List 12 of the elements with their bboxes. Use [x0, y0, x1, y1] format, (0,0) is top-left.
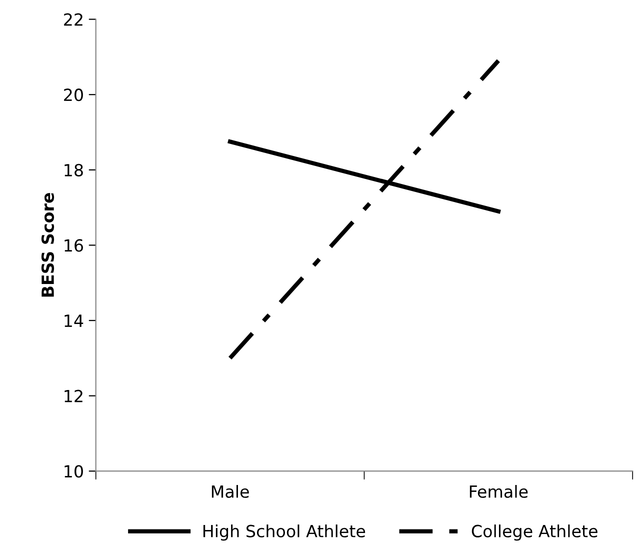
legend-label: College Athlete [472, 524, 598, 541]
x-tick-label: Female [470, 484, 528, 498]
y-tick-label: 18 [64, 164, 83, 176]
y-tick-label: 22 [64, 13, 82, 26]
y-tick-label: 16 [64, 239, 83, 252]
y-tick-label: 10 [64, 465, 83, 478]
y-tick-label: 20 [64, 88, 83, 102]
y-tick-label: 14 [64, 314, 84, 327]
y-axis-title: BESS Score [41, 193, 54, 297]
legend-label: High School Athlete [203, 524, 366, 541]
x-tick-label: Male [212, 484, 249, 498]
y-tick-label: 12 [64, 390, 82, 402]
